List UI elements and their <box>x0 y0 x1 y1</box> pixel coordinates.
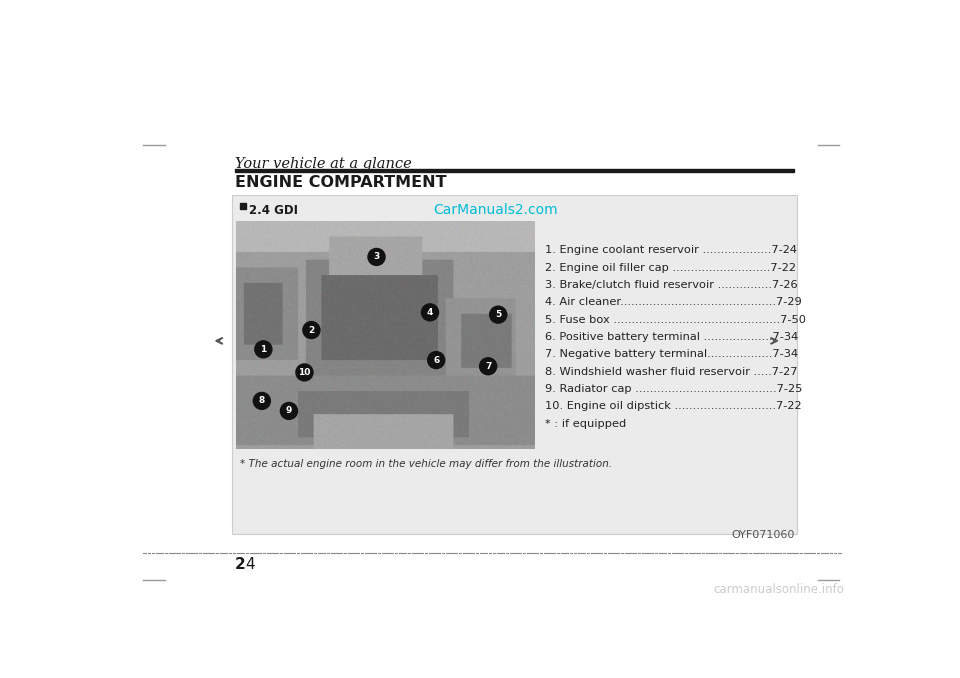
Bar <box>232 195 797 534</box>
Text: CarManuals2.com: CarManuals2.com <box>434 203 558 217</box>
Text: OYF071060: OYF071060 <box>731 530 794 540</box>
Text: ENGINE COMPARTMENT: ENGINE COMPARTMENT <box>234 176 446 191</box>
Text: 4: 4 <box>246 557 255 572</box>
Circle shape <box>253 393 271 410</box>
Circle shape <box>254 341 272 358</box>
Text: 8: 8 <box>258 397 265 405</box>
Text: 3. Brake/clutch fluid reservoir ...............7-26: 3. Brake/clutch fluid reservoir ........… <box>544 280 798 290</box>
Text: 1. Engine coolant reservoir ...................7-24: 1. Engine coolant reservoir ............… <box>544 245 797 256</box>
Text: 9: 9 <box>286 406 292 416</box>
Text: * The actual engine room in the vehicle may differ from the illustration.: * The actual engine room in the vehicle … <box>240 458 612 468</box>
Text: carmanualsonline.info: carmanualsonline.info <box>713 582 845 596</box>
Text: 7: 7 <box>485 362 492 371</box>
Circle shape <box>296 364 313 381</box>
Circle shape <box>280 403 298 420</box>
Text: 8. Windshield washer fluid reservoir .....7-27: 8. Windshield washer fluid reservoir ...… <box>544 367 797 377</box>
Text: * : if equipped: * : if equipped <box>544 418 626 428</box>
Circle shape <box>368 248 385 265</box>
Text: 4: 4 <box>427 308 433 317</box>
Text: 6: 6 <box>433 355 440 365</box>
Bar <box>240 203 247 210</box>
Text: 2.4 GDI: 2.4 GDI <box>250 204 299 217</box>
Text: 1: 1 <box>260 345 267 354</box>
Text: 10. Engine oil dipstick ............................7-22: 10. Engine oil dipstick ................… <box>544 401 802 412</box>
Text: 10: 10 <box>299 368 311 377</box>
Text: 5. Fuse box ..............................................7-50: 5. Fuse box ............................… <box>544 315 805 325</box>
Text: 2. Engine oil filler cap ...........................7-22: 2. Engine oil filler cap ...............… <box>544 262 796 273</box>
Text: Your vehicle at a glance: Your vehicle at a glance <box>234 157 412 171</box>
Circle shape <box>427 352 444 369</box>
Text: 5: 5 <box>495 310 501 319</box>
Text: 7. Negative battery terminal..................7-34: 7. Negative battery terminal............… <box>544 349 798 359</box>
Text: 2: 2 <box>308 325 315 334</box>
Circle shape <box>303 321 320 338</box>
Text: 9. Radiator cap .......................................7-25: 9. Radiator cap ........................… <box>544 384 802 394</box>
Circle shape <box>480 358 496 375</box>
Text: 6. Positive battery terminal ...................7-34: 6. Positive battery terminal ...........… <box>544 332 798 342</box>
Circle shape <box>490 306 507 323</box>
Circle shape <box>421 304 439 321</box>
Bar <box>234 169 794 172</box>
Text: 2: 2 <box>234 557 246 572</box>
Text: 3: 3 <box>373 252 379 262</box>
Text: 4. Air cleaner...........................................7-29: 4. Air cleaner..........................… <box>544 298 802 307</box>
